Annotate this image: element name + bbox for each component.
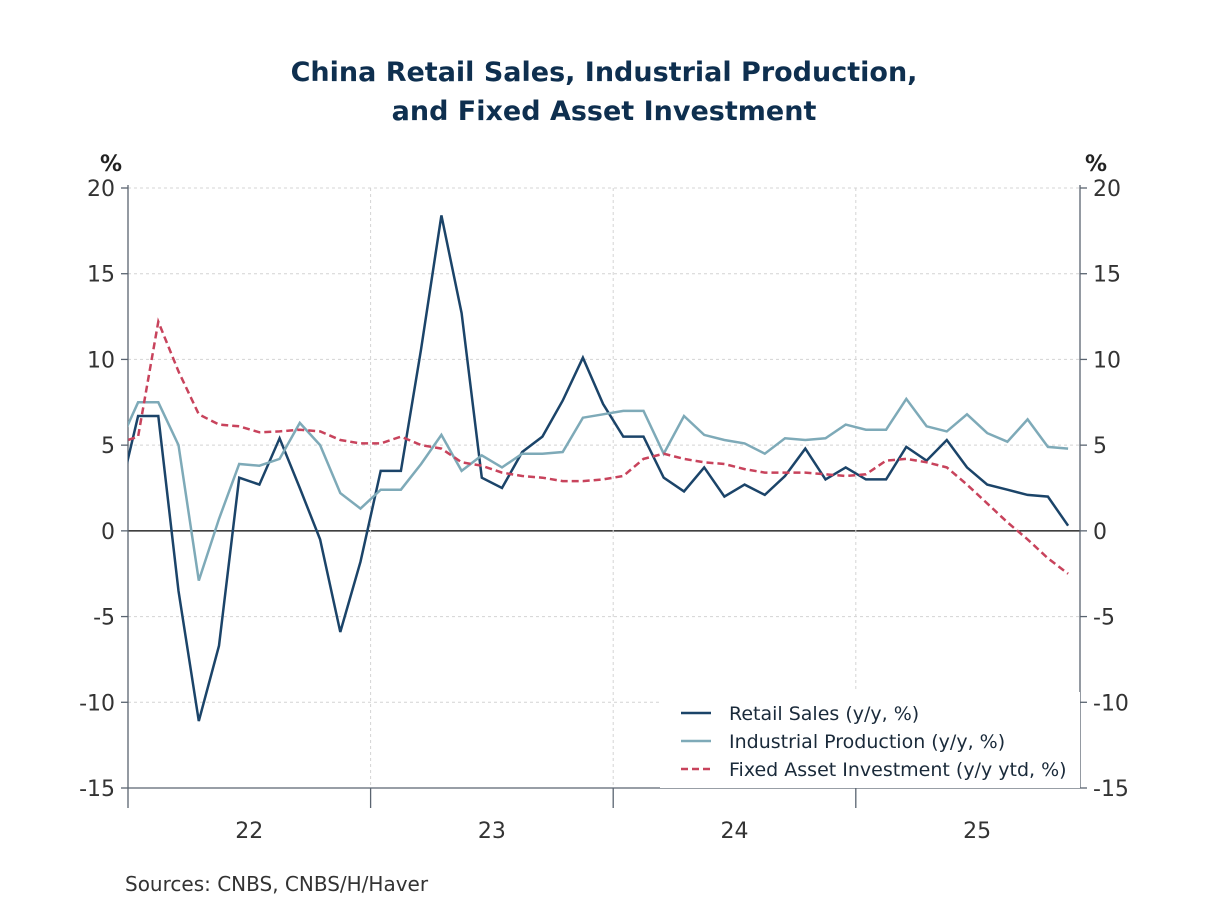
x-tick-label-25: 25 (963, 819, 991, 844)
left-tick-label: 10 (87, 348, 115, 373)
series-line-retail-sales (128, 215, 1070, 722)
left-tick-label: -15 (79, 777, 115, 802)
x-tick-label-23: 23 (478, 819, 506, 844)
right-tick-label: 20 (1093, 177, 1121, 202)
chart-title-line-1: China Retail Sales, Industrial Productio… (291, 57, 918, 88)
right-tick-label: -15 (1093, 777, 1129, 802)
left-tick-label: 5 (101, 434, 115, 459)
tick-labels: -15 -15 -10 -10 -5 -5 0 0 5 5 10 10 15 15 20 20 22 23 24 25 (79, 177, 1129, 844)
right-tick-label: -5 (1093, 606, 1115, 631)
axes (121, 185, 1087, 808)
right-axis-unit: % (1085, 152, 1107, 177)
left-tick-label: -5 (93, 606, 115, 631)
chart-title-line-2: and Fixed Asset Investment (392, 96, 817, 127)
series-lines (128, 215, 1070, 722)
right-tick-label: -10 (1093, 691, 1129, 716)
right-tick-label: 5 (1093, 434, 1107, 459)
legend: Retail Sales (y/y, %) Industrial Product… (660, 692, 1080, 788)
x-tick-label-22: 22 (235, 819, 263, 844)
left-tick-label: 15 (87, 263, 115, 288)
left-tick-label: 20 (87, 177, 115, 202)
series-line-fixed-asset-investment (128, 317, 1069, 575)
legend-label-industrial: Industrial Production (y/y, %) (729, 731, 1005, 753)
left-tick-label: 0 (101, 520, 115, 545)
source-note: Sources: CNBS, CNBS/H/Haver (125, 872, 429, 896)
right-tick-label: 15 (1093, 263, 1121, 288)
right-tick-label: 10 (1093, 348, 1121, 373)
legend-background (660, 692, 1080, 788)
legend-label-fai: Fixed Asset Investment (y/y ytd, %) (729, 759, 1067, 781)
left-tick-label: -10 (79, 691, 115, 716)
series-line-industrial-production (128, 396, 1069, 581)
legend-label-retail: Retail Sales (y/y, %) (729, 703, 919, 725)
right-tick-label: 0 (1093, 520, 1107, 545)
left-axis-unit: % (100, 152, 122, 177)
x-tick-label-24: 24 (721, 819, 749, 844)
